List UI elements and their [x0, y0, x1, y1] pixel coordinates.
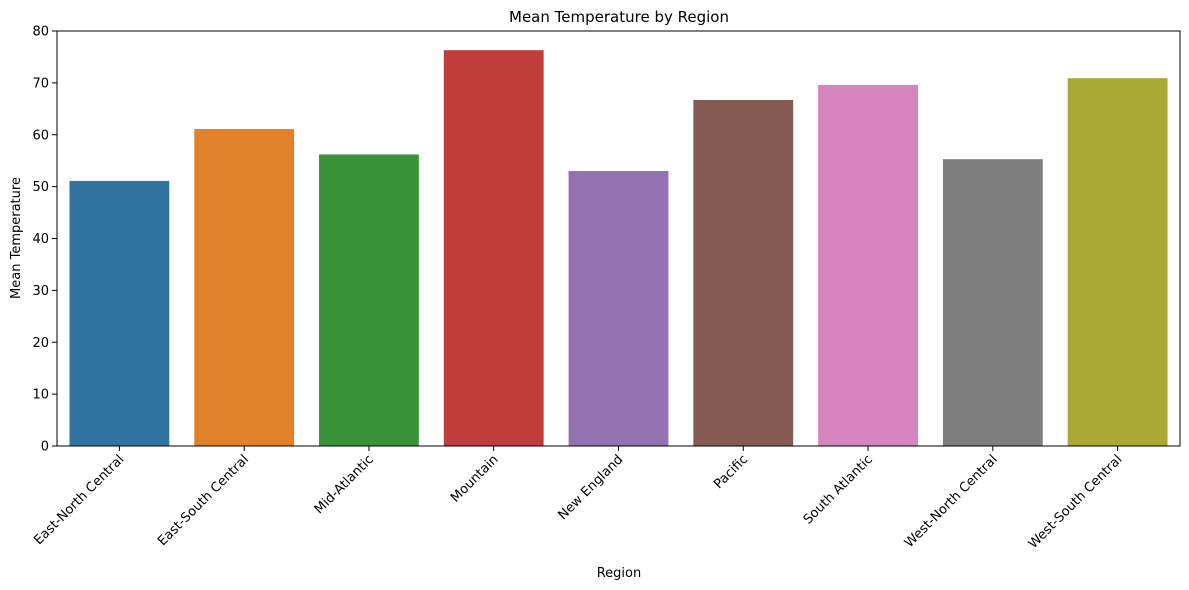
y-tick-label: 10	[32, 388, 49, 403]
y-tick-label: 30	[32, 284, 49, 299]
x-tick-label: South Atlantic	[801, 452, 876, 527]
chart-title: Mean Temperature by Region	[509, 8, 729, 26]
bar-west-north-central	[942, 159, 1043, 446]
y-tick-label: 40	[32, 232, 49, 247]
y-tick-label: 20	[32, 336, 49, 351]
bars-group	[69, 50, 1168, 447]
y-axis-label: Mean Temperature	[9, 177, 24, 299]
x-axis-label: Region	[597, 566, 642, 581]
x-tick-label: Mid-Atlantic	[312, 452, 377, 517]
y-tick-label: 50	[32, 180, 49, 195]
bar-south-atlantic	[818, 84, 918, 446]
x-tick-label: New England	[555, 452, 626, 523]
x-tick-label: Pacific	[711, 452, 751, 492]
bar-east-north-central	[69, 180, 170, 447]
bar-pacific	[693, 99, 794, 447]
x-tick-label: Mountain	[448, 452, 501, 505]
bar-west-south-central	[1067, 78, 1168, 447]
x-tick-label: East-South Central	[155, 452, 252, 549]
bar-mountain	[443, 50, 544, 446]
x-tick-label: West-North Central	[902, 452, 1001, 551]
y-tick-label: 60	[32, 128, 49, 143]
x-tick-label: East-North Central	[31, 452, 127, 548]
plot-frame	[56, 30, 1181, 447]
y-axis: 0 10 20 30 40 50 60 70 80	[32, 25, 57, 455]
bar-east-south-central	[194, 129, 295, 447]
bar-mid-atlantic	[319, 154, 419, 446]
x-tick-label: West-South Central	[1026, 452, 1126, 552]
bar-new-england	[568, 171, 669, 446]
y-tick-label: 80	[32, 25, 49, 40]
x-axis: East-North Central East-South Central Mid-…	[31, 446, 1125, 552]
y-tick-label: 0	[41, 440, 49, 455]
y-tick-label: 70	[32, 76, 49, 91]
